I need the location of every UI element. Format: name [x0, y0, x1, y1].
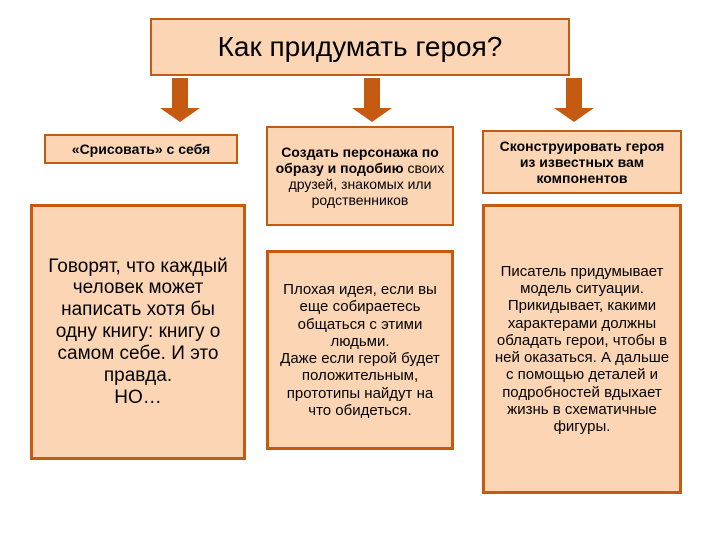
option-body-construct: Писатель придумывает модель ситуации. Пр… — [482, 204, 682, 494]
option-body-friends: Плохая идея, если вы еще собираетесь общ… — [266, 250, 454, 450]
arrow-down-icon — [352, 78, 392, 122]
arrow-down-icon — [554, 78, 594, 122]
option-body-text: Говорят, что каждый человек может написа… — [39, 256, 237, 409]
option-header-friends: Создать персонажа по образу и подобию св… — [266, 126, 454, 226]
title-box: Как придумать героя? — [150, 18, 570, 76]
option-header-text: Сконструировать героя из известных вам к… — [490, 138, 674, 186]
title-text: Как придумать героя? — [218, 31, 503, 63]
option-header-text: «Срисовать» с себя — [72, 141, 210, 157]
option-body-text: Писатель придумывает модель ситуации. Пр… — [491, 263, 673, 436]
option-header-construct: Сконструировать героя из известных вам к… — [482, 130, 682, 194]
arrow-down-icon — [160, 78, 200, 122]
option-header-self: «Срисовать» с себя — [44, 134, 238, 164]
option-body-text: Плохая идея, если вы еще собираетесь общ… — [275, 281, 445, 419]
option-body-self: Говорят, что каждый человек может написа… — [30, 204, 246, 460]
option-header-text: Создать персонажа по образу и подобию св… — [274, 144, 446, 208]
diagram-canvas: Как придумать героя? «Срисовать» с себя … — [0, 0, 720, 540]
